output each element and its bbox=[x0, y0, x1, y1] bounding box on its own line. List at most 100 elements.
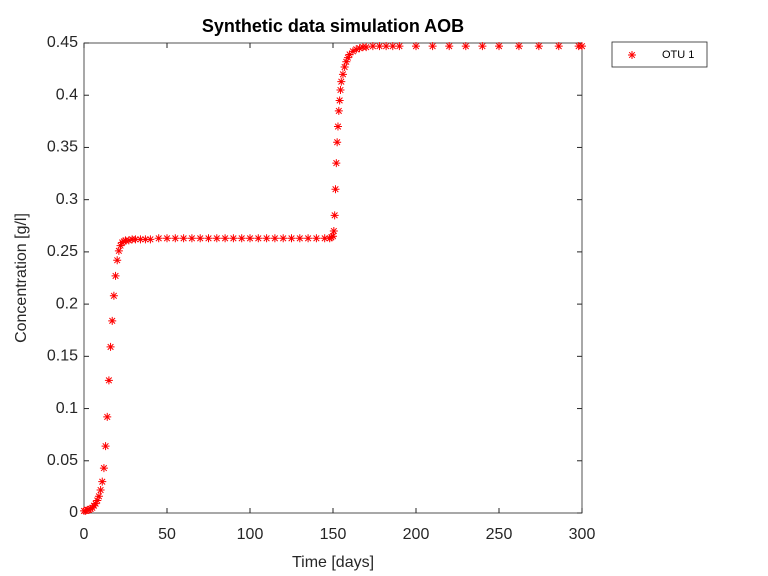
data-point bbox=[196, 234, 205, 243]
data-point bbox=[109, 291, 118, 300]
data-point bbox=[495, 42, 503, 51]
data-point bbox=[330, 211, 339, 220]
data-point bbox=[312, 234, 321, 243]
data-point bbox=[336, 86, 345, 94]
data-point bbox=[395, 42, 404, 51]
data-point bbox=[163, 234, 171, 243]
data-point bbox=[221, 234, 230, 243]
data-point bbox=[99, 464, 108, 473]
data-point bbox=[111, 271, 120, 280]
data-point bbox=[103, 412, 112, 421]
x-axis-label: Time [days] bbox=[292, 554, 374, 571]
data-point bbox=[304, 234, 313, 243]
x-tick-label: 50 bbox=[158, 526, 176, 543]
data-point bbox=[237, 234, 246, 243]
x-tick-label: 200 bbox=[403, 526, 430, 543]
x-tick-label: 250 bbox=[486, 526, 513, 543]
data-point bbox=[96, 486, 105, 495]
data-point bbox=[270, 234, 279, 243]
data-point bbox=[368, 42, 377, 51]
data-point bbox=[348, 47, 357, 56]
y-tick-label: 0.35 bbox=[47, 139, 78, 156]
data-point bbox=[229, 234, 238, 243]
data-point bbox=[295, 234, 304, 243]
x-tick-label: 150 bbox=[320, 526, 347, 543]
data-point bbox=[113, 256, 122, 265]
data-point bbox=[388, 42, 397, 51]
data-point bbox=[337, 77, 346, 86]
data-point bbox=[445, 42, 454, 51]
data-point bbox=[136, 235, 145, 244]
data-point bbox=[254, 234, 263, 243]
data-point bbox=[262, 234, 271, 243]
chart-title: Synthetic data simulation AOB bbox=[202, 16, 464, 36]
y-tick-label: 0.4 bbox=[56, 86, 78, 103]
data-point bbox=[343, 53, 352, 62]
data-point bbox=[204, 234, 213, 243]
data-point bbox=[179, 234, 188, 243]
y-tick-label: 0.05 bbox=[47, 452, 78, 469]
data-point bbox=[338, 70, 347, 79]
data-point bbox=[94, 492, 103, 501]
data-point bbox=[171, 234, 180, 243]
data-point bbox=[428, 42, 437, 51]
y-tick-label: 0.15 bbox=[47, 348, 78, 365]
y-tick-label: 0.2 bbox=[56, 295, 78, 312]
data-point bbox=[108, 316, 117, 325]
data-point bbox=[116, 241, 125, 250]
data-point bbox=[114, 246, 123, 255]
y-tick-label: 0.3 bbox=[56, 191, 78, 208]
data-point bbox=[246, 234, 254, 243]
data-point bbox=[333, 138, 342, 147]
legend-marker bbox=[628, 51, 636, 59]
data-point bbox=[352, 45, 361, 54]
data-point bbox=[329, 232, 337, 241]
data-point bbox=[478, 42, 487, 51]
x-tick-label: 100 bbox=[237, 526, 264, 543]
data-point bbox=[279, 234, 288, 243]
data-point bbox=[146, 235, 155, 244]
data-point bbox=[187, 234, 196, 243]
y-tick-label: 0.45 bbox=[47, 34, 78, 51]
data-point bbox=[514, 42, 523, 51]
data-point bbox=[534, 42, 543, 51]
data-point bbox=[333, 122, 342, 131]
y-tick-label: 0.25 bbox=[47, 243, 78, 260]
data-point bbox=[287, 234, 296, 243]
data-point bbox=[340, 63, 349, 72]
data-point bbox=[412, 42, 420, 51]
data-point bbox=[124, 236, 133, 245]
data-point bbox=[334, 106, 343, 115]
x-tick-label: 300 bbox=[569, 526, 596, 543]
data-point bbox=[101, 442, 110, 451]
legend-box bbox=[611, 41, 708, 68]
data-point bbox=[104, 376, 113, 385]
data-point bbox=[342, 57, 351, 66]
data-point bbox=[98, 477, 107, 486]
data-point bbox=[335, 96, 344, 105]
data-point bbox=[375, 42, 384, 51]
data-point bbox=[331, 185, 340, 194]
data-point bbox=[362, 43, 371, 52]
data-point bbox=[578, 42, 586, 51]
data-point bbox=[332, 159, 341, 168]
y-tick-label: 0 bbox=[69, 504, 78, 521]
data-point bbox=[91, 499, 100, 508]
data-point bbox=[131, 235, 140, 244]
data-point bbox=[212, 234, 221, 243]
data-point bbox=[320, 234, 329, 243]
data-point bbox=[382, 42, 391, 51]
y-axis-label: Concentration [g/l] bbox=[13, 213, 30, 343]
y-tick-label: 0.1 bbox=[56, 400, 78, 417]
data-point bbox=[93, 496, 102, 505]
x-tick-label: 0 bbox=[80, 526, 89, 543]
data-point bbox=[554, 42, 563, 51]
data-point bbox=[141, 235, 150, 244]
data-point bbox=[329, 227, 338, 235]
data-point bbox=[461, 42, 470, 51]
data-point bbox=[106, 342, 115, 351]
data-point bbox=[154, 234, 163, 243]
legend-label: OTU 1 bbox=[662, 49, 694, 61]
